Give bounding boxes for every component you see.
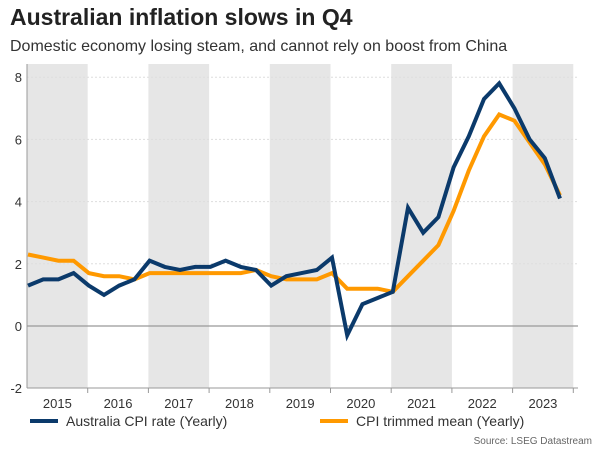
legend-swatch-cpi [30, 419, 58, 423]
y-tick-label: 2 [15, 257, 22, 272]
legend-label-trimmed-mean: CPI trimmed mean (Yearly) [356, 413, 525, 429]
x-tick-label: 2017 [164, 396, 193, 411]
legend-swatch-trimmed-mean [320, 419, 348, 423]
y-tick-label: 4 [15, 195, 22, 210]
x-tick-label: 2023 [528, 396, 557, 411]
x-tick-label: 2018 [225, 396, 254, 411]
shaded-band-2021 [391, 64, 452, 388]
shaded-band-2017 [148, 64, 210, 388]
shaded-band-2019 [269, 64, 331, 388]
x-tick-label: 2015 [43, 396, 72, 411]
shaded-band-2023 [512, 64, 574, 388]
series-line-trimmed-mean [27, 112, 562, 294]
legend-item-trimmed-mean: CPI trimmed mean (Yearly) [320, 413, 524, 429]
y-tick-label: 6 [15, 132, 22, 147]
series-line-cpi [27, 80, 562, 342]
y-tick-label: -2 [10, 381, 22, 396]
shaded-band-2015 [27, 64, 88, 388]
legend-label-cpi: Australia CPI rate (Yearly) [66, 413, 228, 429]
chart-title: Australian inflation slows in Q4 [10, 4, 353, 30]
x-tick-label: 2020 [346, 396, 375, 411]
y-tick-label: 8 [15, 70, 22, 85]
x-tick-label: 2022 [468, 396, 497, 411]
x-tick-label: 2021 [407, 396, 436, 411]
chart-subtitle: Domestic economy losing steam, and canno… [10, 38, 508, 55]
legend-item-cpi: Australia CPI rate (Yearly) [30, 413, 227, 429]
y-tick-label: 0 [15, 319, 22, 334]
source-note: Source: LSEG Datastream [473, 436, 592, 447]
x-tick-label: 2016 [104, 396, 133, 411]
x-tick-label: 2019 [286, 396, 315, 411]
